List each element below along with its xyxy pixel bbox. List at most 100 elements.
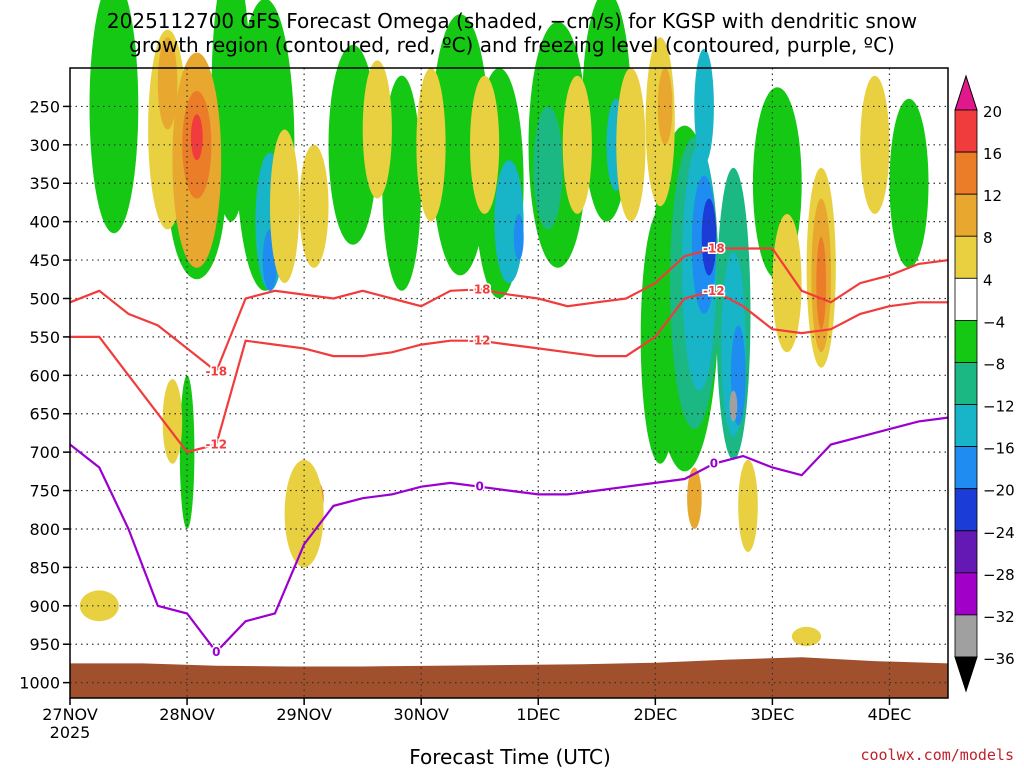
y-tick-label: 1000 <box>19 674 60 693</box>
omega-region <box>860 75 890 214</box>
omega-region <box>533 106 563 230</box>
omega-region <box>694 48 714 164</box>
omega-region <box>157 37 178 130</box>
y-tick-label: 400 <box>29 213 60 232</box>
y-tick-label: 300 <box>29 136 60 155</box>
contour-label: -12 <box>205 438 227 452</box>
plot-frame <box>69 67 949 699</box>
colorbar-bin <box>954 277 978 321</box>
y-tick-label: 250 <box>29 97 60 116</box>
omega-region <box>382 75 422 291</box>
colorbar-label: 20 <box>983 103 1002 121</box>
colorbar-label: −36 <box>983 650 1015 668</box>
colorbar-bin <box>954 614 978 658</box>
omega-region <box>299 144 329 268</box>
colorbar-bin <box>954 362 978 405</box>
omega-region <box>89 0 139 234</box>
y-tick-label: 700 <box>29 443 60 462</box>
contour-label: -18 <box>703 242 725 256</box>
axes: 250 300 350 400 450 500 550 600 650 700 750 800 850 9… <box>19 67 949 742</box>
chart-title-line1: 2025112700 GFS Forecast Omega (shaded, −… <box>107 9 917 33</box>
omega-region <box>416 68 446 222</box>
contour-line--12 <box>70 289 948 454</box>
y-tick-label: 550 <box>29 328 60 347</box>
x-tick-label: 4DEC <box>868 705 912 724</box>
omega-region <box>816 237 827 330</box>
colorbar-bin <box>954 530 978 574</box>
omega-region <box>470 75 500 214</box>
x-tick-label: 1DEC <box>516 705 560 724</box>
colorbar-bin <box>954 109 978 153</box>
colorbar-bin <box>954 193 978 237</box>
colorbar-label: −8 <box>983 356 1005 374</box>
contour-line--18 <box>69 247 949 374</box>
grid-lines <box>70 68 948 698</box>
omega-region <box>791 626 822 647</box>
omega-region <box>738 459 758 552</box>
omega-region <box>362 60 392 199</box>
colorbar-label: 12 <box>983 187 1002 205</box>
colorbar-label: −12 <box>983 398 1015 416</box>
colorbar-bin <box>954 446 978 490</box>
contour-label: -12 <box>469 334 491 348</box>
contour-label: -18 <box>469 282 491 296</box>
omega-region <box>190 114 203 161</box>
y-tick-label: 350 <box>29 174 60 193</box>
credit-link[interactable]: coolwx.com/models <box>860 746 1014 764</box>
colorbar-bin <box>954 404 978 447</box>
omega-region <box>687 467 702 529</box>
x-tick-label: 30NOV <box>393 705 449 724</box>
omega-region <box>616 68 646 222</box>
colorbar-label: −16 <box>983 440 1015 458</box>
y-tick-label: 950 <box>29 635 60 654</box>
colorbar-label: −4 <box>983 313 1005 331</box>
terrain <box>70 657 948 698</box>
x-tick-label: 3DEC <box>751 705 795 724</box>
colorbar-label: 16 <box>983 145 1002 163</box>
x-tick-label: 27NOV <box>42 705 98 724</box>
ground-terrain <box>70 657 948 698</box>
y-tick-label: 650 <box>29 405 60 424</box>
y-tick-label: 900 <box>29 597 60 616</box>
colorbar-label: −28 <box>983 566 1015 584</box>
omega-region <box>79 590 119 622</box>
omega-region <box>270 129 300 284</box>
colorbar-bin <box>954 488 978 532</box>
y-tick-label: 800 <box>29 520 60 539</box>
x-tick-year: 2025 <box>50 723 91 742</box>
omega-shading <box>70 0 948 698</box>
colorbar-bin <box>954 319 978 363</box>
colorbar-label: 8 <box>983 229 993 247</box>
colorbar-label: −24 <box>983 524 1015 542</box>
omega-region <box>162 379 183 464</box>
contour-line-0 <box>69 416 949 654</box>
x-tick-label: 29NOV <box>276 705 332 724</box>
x-axis-label: Forecast Time (UTC) <box>409 745 611 768</box>
omega-region <box>430 14 490 276</box>
contour-label: 0 <box>212 645 220 659</box>
colorbar-cap-top <box>954 74 978 111</box>
y-tick-label: 850 <box>29 558 60 577</box>
colorbar-bin <box>954 235 978 279</box>
contour-label: 0 <box>710 457 718 471</box>
colorbar-label: −32 <box>983 608 1015 626</box>
colorbar-bin <box>954 572 978 616</box>
colorbar-bin <box>954 151 978 195</box>
colorbar-label: 4 <box>983 271 993 289</box>
omega-region <box>772 214 802 353</box>
omega-region <box>513 214 524 260</box>
y-tick-label: 750 <box>29 482 60 501</box>
x-tick-label: 2DEC <box>633 705 677 724</box>
contour-label: -18 <box>205 365 227 379</box>
colorbar-cap-bottom <box>954 656 978 693</box>
omega-region <box>701 198 717 276</box>
y-tick-label: 450 <box>29 251 60 270</box>
contours: -18 -18 -18 -12 -12 -12 0 0 0 <box>69 240 949 660</box>
x-tick-label: 28NOV <box>159 705 215 724</box>
colorbar: 20 16 12 8 4 −4 −8 −12 −16 −20 −24 −28 −32 −36 <box>954 74 1015 693</box>
chart-title-line2: growth region (contoured, red, ºC) and f… <box>129 33 895 57</box>
contour-label: 0 <box>476 480 484 494</box>
colorbar-label: −20 <box>983 482 1015 500</box>
omega-region <box>889 98 929 268</box>
